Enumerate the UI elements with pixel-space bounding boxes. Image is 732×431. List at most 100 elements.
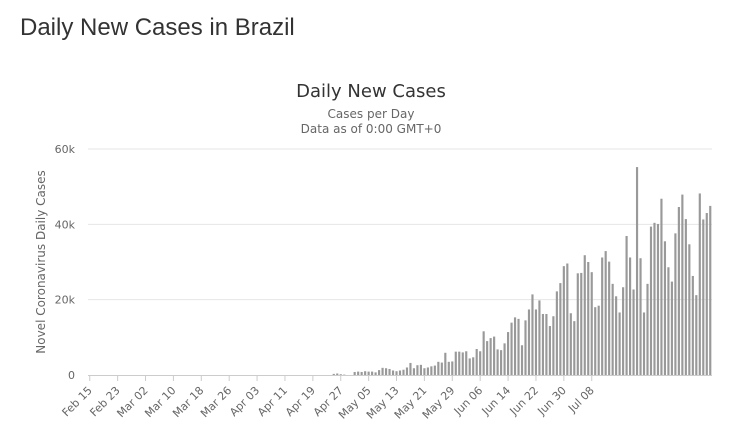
bar: [674, 233, 676, 375]
bar: [483, 331, 485, 375]
bar: [563, 266, 565, 375]
bar: [535, 309, 537, 375]
bar: [678, 207, 680, 375]
x-tick-label: Apr 11: [255, 384, 290, 419]
bar: [399, 370, 401, 375]
bar: [395, 371, 397, 375]
bar: [629, 257, 631, 375]
x-tick-label: Jul 08: [565, 384, 597, 416]
bar: [504, 343, 506, 375]
x-tick-label: Mar 26: [198, 384, 234, 420]
bar: [455, 352, 457, 375]
chart-title: Daily New Cases: [296, 81, 446, 102]
bar: [510, 323, 512, 375]
bar: [476, 349, 478, 375]
bar: [531, 294, 533, 375]
bar: [612, 284, 614, 375]
bar: [437, 362, 439, 375]
bar: [490, 338, 492, 375]
x-tick-label: Jun 06: [451, 384, 485, 418]
bar: [688, 244, 690, 375]
bar: [552, 316, 554, 375]
bar: [692, 276, 694, 375]
bar: [619, 312, 621, 375]
bar: [514, 317, 516, 375]
bar: [507, 332, 509, 375]
bar: [500, 350, 502, 375]
bar: [632, 290, 634, 376]
bar: [646, 284, 648, 375]
bar: [413, 368, 415, 375]
bar: [702, 219, 704, 375]
bar: [615, 296, 617, 375]
bar: [580, 273, 582, 375]
bar: [681, 195, 683, 375]
bar: [566, 264, 568, 375]
bar: [441, 363, 443, 375]
bar: [667, 267, 669, 375]
bar: [657, 224, 659, 375]
bar: [699, 193, 701, 375]
x-tick-label: Jun 22: [507, 384, 541, 418]
bar: [636, 167, 638, 375]
bar: [542, 314, 544, 375]
bar: [364, 371, 366, 375]
bar: [340, 374, 342, 375]
x-tick-label: Apr 19: [283, 384, 318, 419]
bar: [587, 262, 589, 375]
bar: [517, 319, 519, 375]
bar: [385, 368, 387, 375]
bar: [524, 320, 526, 375]
bar: [458, 352, 460, 375]
bar: [469, 358, 471, 375]
bar: [598, 306, 600, 375]
x-tick-label: Apr 03: [227, 384, 262, 419]
bar: [444, 353, 446, 375]
bar: [434, 366, 436, 375]
bar: [643, 312, 645, 375]
x-tick-label: Feb 15: [60, 384, 95, 419]
bar: [695, 295, 697, 375]
bar: [378, 370, 380, 375]
bar: [497, 349, 499, 375]
y-tick-label: 40k: [55, 218, 76, 231]
bar: [420, 365, 422, 375]
x-tick-label: Jun 30: [535, 384, 569, 418]
bar: [594, 307, 596, 375]
bar: [608, 262, 610, 375]
bar: [336, 373, 338, 375]
x-tick-label: Jun 14: [479, 384, 513, 418]
y-tick-label: 20k: [55, 294, 76, 307]
bar: [664, 241, 666, 375]
bar: [709, 206, 711, 375]
bar: [559, 283, 561, 375]
bar: [660, 199, 662, 375]
grid-lines: [88, 149, 712, 300]
bar: [448, 362, 450, 375]
bar: [357, 372, 359, 375]
bar: [639, 258, 641, 375]
bar: [462, 352, 464, 375]
bar: [479, 351, 481, 375]
y-axis-label: Novel Coronavirus Daily Cases: [34, 170, 48, 353]
bar: [584, 255, 586, 375]
bar: [371, 372, 373, 375]
bar: [333, 374, 335, 375]
bar: [605, 251, 607, 375]
bar: [472, 357, 474, 375]
bar: [626, 236, 628, 375]
chart-subtitle-date: Data as of 0:00 GMT+0: [301, 122, 442, 136]
bar: [573, 321, 575, 375]
bar: [423, 368, 425, 375]
bar: [545, 314, 547, 375]
bar: [465, 351, 467, 375]
y-tick-label: 60k: [55, 143, 76, 156]
bar: [653, 223, 655, 375]
y-tick-label: 0: [68, 369, 75, 382]
bar: [430, 366, 432, 375]
bar: [601, 257, 603, 375]
chart-subtitle: Cases per Day: [328, 107, 415, 121]
